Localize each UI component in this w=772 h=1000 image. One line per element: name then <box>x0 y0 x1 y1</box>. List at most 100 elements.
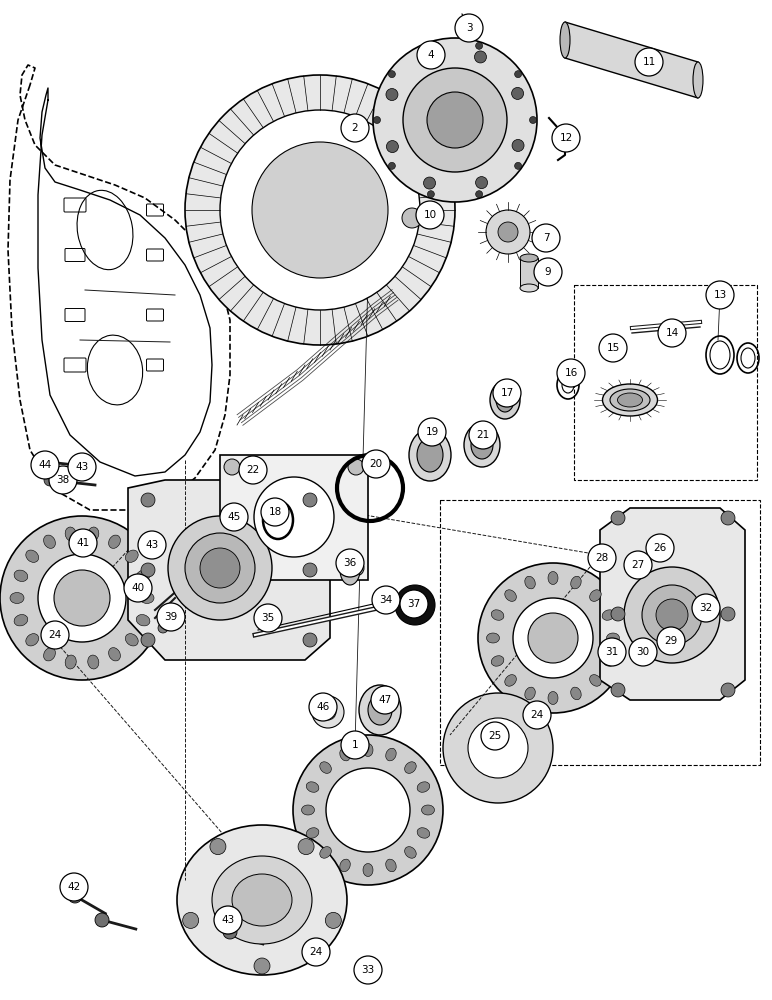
Ellipse shape <box>571 576 581 589</box>
Circle shape <box>657 627 685 655</box>
Circle shape <box>372 586 400 614</box>
Text: 44: 44 <box>39 460 52 470</box>
Circle shape <box>158 623 168 633</box>
Ellipse shape <box>340 859 350 872</box>
Text: 13: 13 <box>713 290 726 300</box>
Circle shape <box>416 201 444 229</box>
Circle shape <box>348 560 364 576</box>
Circle shape <box>302 938 330 966</box>
Circle shape <box>611 607 625 621</box>
Circle shape <box>658 319 686 347</box>
Ellipse shape <box>306 782 319 792</box>
Ellipse shape <box>471 431 493 459</box>
Circle shape <box>611 683 625 697</box>
Circle shape <box>325 912 341 928</box>
Ellipse shape <box>560 22 570 58</box>
Ellipse shape <box>25 550 39 562</box>
Circle shape <box>185 75 455 345</box>
Circle shape <box>303 493 317 507</box>
Circle shape <box>224 560 240 576</box>
Ellipse shape <box>363 744 373 756</box>
Ellipse shape <box>590 675 601 686</box>
Ellipse shape <box>693 62 703 98</box>
Circle shape <box>68 889 82 903</box>
Text: 11: 11 <box>642 57 655 67</box>
Ellipse shape <box>368 695 392 725</box>
Circle shape <box>326 768 410 852</box>
Ellipse shape <box>602 610 615 620</box>
Ellipse shape <box>14 615 28 626</box>
Circle shape <box>512 87 523 99</box>
Circle shape <box>293 735 443 885</box>
Circle shape <box>642 585 702 645</box>
Circle shape <box>481 722 509 750</box>
Circle shape <box>418 418 446 446</box>
Ellipse shape <box>43 648 56 661</box>
Text: 7: 7 <box>543 233 550 243</box>
Circle shape <box>635 48 663 76</box>
Circle shape <box>530 116 537 123</box>
Ellipse shape <box>340 555 360 585</box>
Circle shape <box>157 603 185 631</box>
Circle shape <box>552 124 580 152</box>
Text: 47: 47 <box>378 695 391 705</box>
Circle shape <box>336 549 364 577</box>
Text: 39: 39 <box>164 612 178 622</box>
Text: 43: 43 <box>76 462 89 472</box>
Circle shape <box>534 258 562 286</box>
Text: 24: 24 <box>310 947 323 957</box>
Text: 21: 21 <box>476 430 489 440</box>
Ellipse shape <box>464 423 500 467</box>
Circle shape <box>312 696 344 728</box>
Circle shape <box>388 71 395 78</box>
Ellipse shape <box>109 535 120 548</box>
Ellipse shape <box>88 655 99 669</box>
Ellipse shape <box>405 847 416 858</box>
Circle shape <box>261 498 289 526</box>
Circle shape <box>0 516 164 680</box>
Circle shape <box>68 453 96 481</box>
Bar <box>440 500 760 765</box>
Ellipse shape <box>43 535 56 548</box>
Ellipse shape <box>306 828 319 838</box>
Text: 38: 38 <box>56 475 69 485</box>
Text: 43: 43 <box>145 540 158 550</box>
Ellipse shape <box>125 550 138 562</box>
Circle shape <box>463 17 473 27</box>
Circle shape <box>31 451 59 479</box>
Ellipse shape <box>320 762 331 773</box>
Text: 27: 27 <box>631 560 645 570</box>
Text: 22: 22 <box>246 465 259 475</box>
Circle shape <box>254 958 270 974</box>
Polygon shape <box>565 22 698 98</box>
Ellipse shape <box>65 527 76 541</box>
Circle shape <box>588 544 616 572</box>
Ellipse shape <box>505 675 516 686</box>
Text: 34: 34 <box>379 595 393 605</box>
Circle shape <box>428 191 435 198</box>
Circle shape <box>254 477 334 557</box>
Circle shape <box>624 567 720 663</box>
Circle shape <box>185 533 255 603</box>
Circle shape <box>402 208 422 228</box>
Circle shape <box>624 551 652 579</box>
Circle shape <box>69 529 97 557</box>
Circle shape <box>528 613 578 663</box>
Ellipse shape <box>409 429 451 481</box>
Circle shape <box>138 531 166 559</box>
Circle shape <box>443 693 553 803</box>
Circle shape <box>515 71 522 78</box>
Ellipse shape <box>14 570 28 581</box>
Circle shape <box>721 683 735 697</box>
Ellipse shape <box>386 859 396 872</box>
Circle shape <box>476 191 482 198</box>
Ellipse shape <box>125 634 138 646</box>
Text: 14: 14 <box>665 328 679 338</box>
Text: 40: 40 <box>131 583 144 593</box>
Ellipse shape <box>571 687 581 700</box>
Circle shape <box>220 110 420 310</box>
Ellipse shape <box>520 284 538 292</box>
Text: 10: 10 <box>423 210 436 220</box>
Circle shape <box>422 51 435 63</box>
Circle shape <box>557 359 585 387</box>
